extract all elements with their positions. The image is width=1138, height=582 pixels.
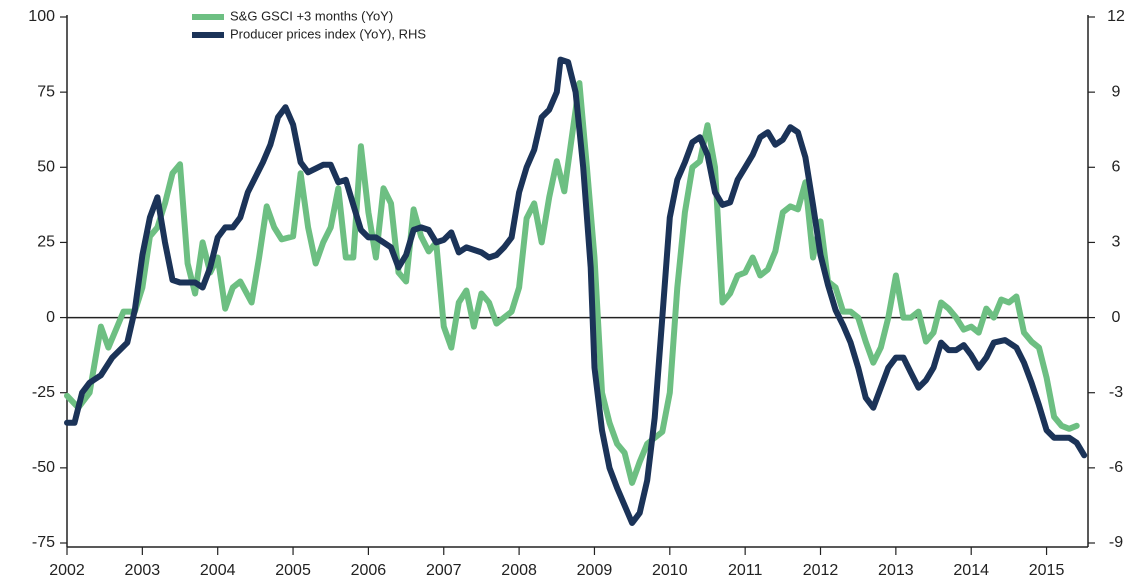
y2-tick-label: 12 bbox=[1107, 8, 1125, 25]
y-tick-label: 100 bbox=[28, 8, 55, 25]
y-tick-label: 0 bbox=[46, 309, 55, 326]
x-tick-label: 2013 bbox=[878, 562, 914, 579]
y2-tick-label: 6 bbox=[1112, 159, 1121, 176]
y-tick-label: 75 bbox=[37, 83, 55, 100]
series-line bbox=[64, 80, 1080, 486]
x-tick-label: 2008 bbox=[501, 562, 537, 579]
y2-tick-label: -6 bbox=[1109, 459, 1123, 476]
x-tick-label: 2005 bbox=[275, 562, 311, 579]
x-tick-label: 2003 bbox=[125, 562, 161, 579]
y-tick-label: -50 bbox=[32, 459, 55, 476]
x-tick-label: 2015 bbox=[1029, 562, 1065, 579]
legend-label: S&G GSCI +3 months (YoY) bbox=[230, 8, 393, 23]
x-tick-label: 2007 bbox=[426, 562, 462, 579]
x-tick-label: 2011 bbox=[728, 562, 763, 579]
y-tick-label: -75 bbox=[32, 534, 55, 551]
y-tick-label: 50 bbox=[37, 159, 55, 176]
y2-tick-label: 9 bbox=[1112, 83, 1121, 100]
y-tick-label: 25 bbox=[37, 234, 55, 251]
y2-tick-label: -3 bbox=[1109, 384, 1123, 401]
x-tick-label: 2009 bbox=[577, 562, 613, 579]
x-tick-label: 2014 bbox=[953, 562, 989, 579]
y-tick-label: -25 bbox=[32, 384, 55, 401]
x-tick-label: 2006 bbox=[351, 562, 387, 579]
y2-tick-label: 0 bbox=[1112, 309, 1121, 326]
x-tick-label: 2012 bbox=[803, 562, 839, 579]
x-tick-label: 2004 bbox=[200, 562, 236, 579]
x-tick-label: 2002 bbox=[49, 562, 85, 579]
x-tick-label: 2010 bbox=[652, 562, 688, 579]
y2-tick-label: -9 bbox=[1109, 534, 1123, 551]
series-line bbox=[64, 56, 1088, 526]
y2-tick-label: 3 bbox=[1112, 234, 1121, 251]
legend-label: Producer prices index (YoY), RHS bbox=[230, 26, 426, 41]
